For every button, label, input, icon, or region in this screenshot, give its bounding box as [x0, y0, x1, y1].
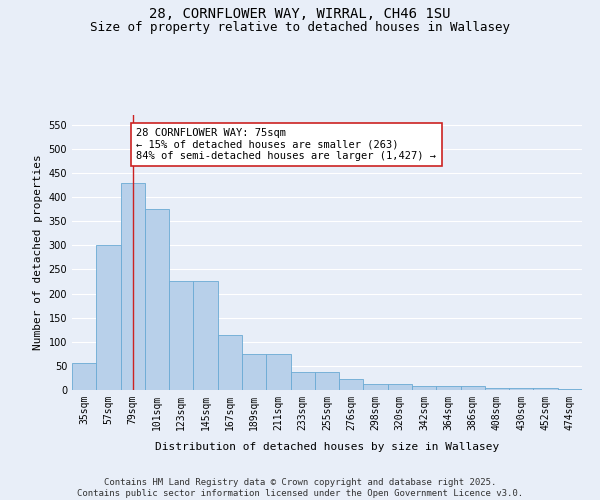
Bar	[290, 372, 315, 390]
Bar	[193, 282, 218, 390]
Bar	[558, 388, 582, 390]
Text: Contains HM Land Registry data © Crown copyright and database right 2025.
Contai: Contains HM Land Registry data © Crown c…	[77, 478, 523, 498]
Bar	[169, 282, 193, 390]
Bar	[315, 372, 339, 390]
Bar	[364, 384, 388, 390]
Bar	[461, 386, 485, 390]
Bar	[339, 380, 364, 390]
Bar	[533, 388, 558, 390]
Bar	[121, 182, 145, 390]
Text: Distribution of detached houses by size in Wallasey: Distribution of detached houses by size …	[155, 442, 499, 452]
Bar	[509, 388, 533, 390]
Bar	[218, 336, 242, 390]
Bar	[145, 209, 169, 390]
Bar	[412, 386, 436, 390]
Y-axis label: Number of detached properties: Number of detached properties	[33, 154, 43, 350]
Text: Size of property relative to detached houses in Wallasey: Size of property relative to detached ho…	[90, 22, 510, 35]
Text: 28 CORNFLOWER WAY: 75sqm
← 15% of detached houses are smaller (263)
84% of semi-: 28 CORNFLOWER WAY: 75sqm ← 15% of detach…	[136, 128, 436, 161]
Bar	[485, 388, 509, 390]
Bar	[388, 384, 412, 390]
Bar	[242, 354, 266, 390]
Bar	[72, 362, 96, 390]
Bar	[96, 246, 121, 390]
Bar	[266, 354, 290, 390]
Text: 28, CORNFLOWER WAY, WIRRAL, CH46 1SU: 28, CORNFLOWER WAY, WIRRAL, CH46 1SU	[149, 8, 451, 22]
Bar	[436, 386, 461, 390]
